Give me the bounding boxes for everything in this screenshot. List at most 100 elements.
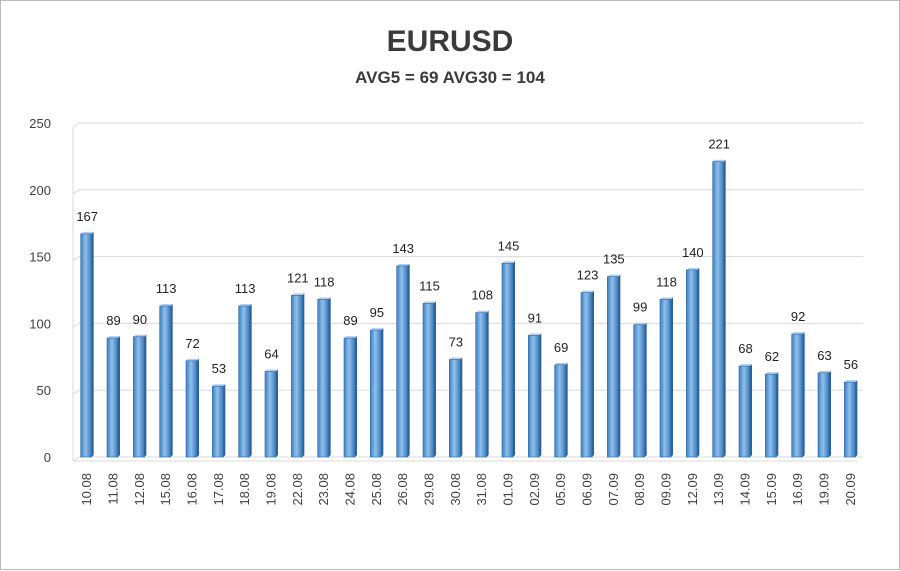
x-tick-label: 05.09 bbox=[553, 473, 568, 506]
bar bbox=[712, 161, 724, 458]
bar-side bbox=[118, 336, 120, 457]
bar-10.08: 167 bbox=[76, 209, 98, 458]
bar-side bbox=[671, 297, 673, 457]
x-tick-label: 08.09 bbox=[632, 473, 647, 506]
x-tick-label: 13.09 bbox=[711, 473, 726, 506]
bar-side bbox=[381, 328, 384, 457]
bar-top bbox=[660, 297, 673, 300]
bar-side bbox=[302, 293, 305, 457]
x-tick-label: 16.09 bbox=[790, 473, 805, 506]
x-tick-label: 15.09 bbox=[764, 473, 779, 506]
x-tick-label: 19.09 bbox=[817, 473, 832, 506]
bar-value-label: 92 bbox=[791, 309, 805, 324]
bar-value-label: 118 bbox=[314, 274, 335, 289]
bar-top bbox=[739, 364, 752, 367]
bar-side bbox=[249, 304, 252, 457]
bar bbox=[580, 292, 593, 458]
bar-top bbox=[265, 369, 278, 372]
bar-18.08: 113 bbox=[235, 281, 256, 458]
bar-11.08: 89 bbox=[106, 313, 121, 458]
bar-side bbox=[592, 290, 594, 457]
y-tick-label: 100 bbox=[29, 316, 51, 331]
bar-value-label: 95 bbox=[370, 305, 384, 320]
bar-value-label: 140 bbox=[682, 245, 704, 260]
x-tick-label: 01.09 bbox=[501, 473, 516, 506]
bar-side bbox=[197, 358, 199, 457]
bar-top bbox=[844, 380, 858, 383]
bar-side bbox=[802, 332, 805, 457]
gridline-depth bbox=[72, 189, 80, 195]
bar bbox=[791, 333, 803, 458]
bar bbox=[501, 262, 514, 458]
bar-top bbox=[370, 328, 384, 331]
bar bbox=[264, 371, 277, 458]
bar-value-label: 115 bbox=[419, 278, 440, 293]
bar bbox=[554, 364, 566, 458]
bar-value-label: 221 bbox=[708, 137, 730, 152]
bar-value-label: 99 bbox=[633, 300, 647, 315]
bar bbox=[159, 305, 171, 458]
bar-09.09: 118 bbox=[656, 274, 677, 458]
bar-value-label: 123 bbox=[577, 268, 599, 283]
bar-value-label: 113 bbox=[156, 281, 177, 296]
bar-top bbox=[133, 334, 147, 337]
gridline-depth bbox=[72, 322, 80, 328]
bar-top bbox=[607, 274, 621, 277]
bar bbox=[475, 312, 487, 458]
bar-23.08: 118 bbox=[314, 274, 335, 458]
bar-top bbox=[344, 336, 357, 339]
y-tick-label: 150 bbox=[29, 250, 51, 265]
bar-side bbox=[170, 304, 173, 457]
x-tick-label: 06.09 bbox=[580, 473, 595, 506]
bar-top bbox=[791, 332, 805, 335]
bar-07.09: 135 bbox=[603, 252, 625, 458]
x-tick-label: 30.08 bbox=[448, 473, 463, 506]
bar-value-label: 113 bbox=[235, 281, 256, 296]
gridline-depth bbox=[72, 389, 80, 395]
bar-top bbox=[186, 358, 199, 361]
bar-19.09: 63 bbox=[817, 348, 832, 458]
bar-29.08: 115 bbox=[419, 278, 440, 458]
bar-25.08: 95 bbox=[370, 305, 384, 458]
bar-top bbox=[291, 293, 305, 296]
bar-value-label: 89 bbox=[343, 313, 357, 328]
bar-side bbox=[618, 274, 621, 457]
bar bbox=[238, 305, 250, 458]
bar bbox=[422, 303, 435, 458]
x-tick-label: 02.09 bbox=[527, 473, 542, 506]
bar-value-label: 143 bbox=[392, 241, 414, 256]
bar-top bbox=[502, 261, 515, 264]
x-tick-label: 11.08 bbox=[106, 473, 121, 505]
gridline-depth bbox=[72, 256, 80, 262]
bar-value-label: 73 bbox=[449, 334, 463, 349]
gridline-depth bbox=[72, 456, 80, 462]
bar bbox=[185, 360, 198, 458]
bar bbox=[106, 337, 119, 458]
bar-side bbox=[91, 231, 94, 457]
bar-value-label: 89 bbox=[106, 313, 120, 328]
bar bbox=[370, 329, 382, 458]
bar bbox=[738, 365, 751, 458]
bar-17.08: 53 bbox=[212, 361, 226, 458]
bar-side bbox=[829, 370, 831, 457]
gridlines bbox=[72, 122, 863, 462]
x-tick-label: 12.09 bbox=[685, 473, 700, 506]
bar-top bbox=[475, 310, 489, 313]
bar-side bbox=[486, 310, 489, 457]
x-tick-label: 19.08 bbox=[264, 473, 279, 506]
bar bbox=[765, 373, 777, 458]
bar-value-label: 90 bbox=[133, 312, 147, 327]
x-tick-label: 25.08 bbox=[369, 473, 384, 506]
bar-side bbox=[144, 334, 147, 457]
bar-series: 167 89 90 113 72 53 113 64 121 118 89 95 143 115 73 108… bbox=[76, 137, 858, 458]
x-tick-label: 12.08 bbox=[132, 473, 147, 506]
y-tick-label: 250 bbox=[29, 116, 51, 131]
y-tick-label: 0 bbox=[44, 450, 51, 465]
bar-value-label: 64 bbox=[264, 346, 278, 361]
x-tick-label: 07.09 bbox=[606, 473, 621, 506]
x-axis: 10.08 11.08 12.08 15.08 16.08 17.08 18.08 19.08… bbox=[79, 473, 858, 506]
x-tick-label: 22.08 bbox=[290, 473, 305, 506]
bar-19.08: 64 bbox=[264, 346, 279, 458]
bar bbox=[80, 233, 92, 458]
